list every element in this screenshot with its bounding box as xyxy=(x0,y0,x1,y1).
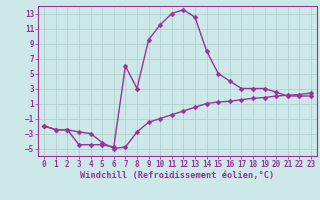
X-axis label: Windchill (Refroidissement éolien,°C): Windchill (Refroidissement éolien,°C) xyxy=(80,171,275,180)
